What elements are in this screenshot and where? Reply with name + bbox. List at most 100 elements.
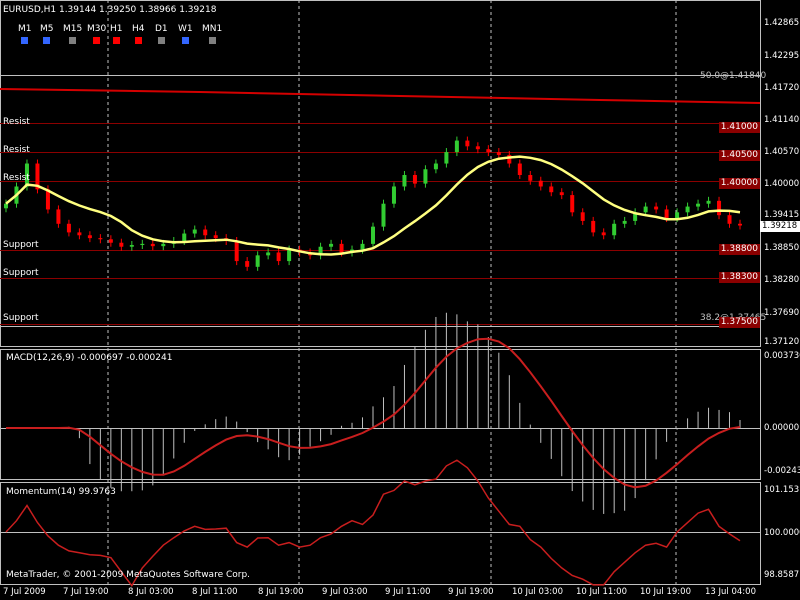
candle-body (276, 252, 281, 262)
candle-body (108, 239, 113, 243)
candle-body (266, 252, 271, 256)
timeframe-label: M1 (18, 24, 32, 34)
moving-average-line (5, 155, 741, 256)
candle-body (87, 235, 92, 239)
timeframe-indicator-icon (134, 37, 142, 44)
candle-body (675, 212, 680, 219)
support-resistance-lines (0, 75, 760, 327)
candle-body (4, 203, 8, 209)
timeframe-label: M15 (63, 24, 83, 34)
candle-body (402, 175, 407, 187)
candle-body (129, 245, 134, 247)
candle-body (465, 140, 470, 147)
timeframe-w1[interactable]: W1 (178, 24, 193, 44)
candle-body (182, 233, 187, 241)
candle-body (538, 180, 543, 187)
macd-signal-line (6, 337, 741, 489)
candle-body (633, 212, 638, 221)
timeframe-indicator-icon (112, 37, 120, 44)
moving-averages (0, 88, 761, 256)
candle-body (717, 200, 722, 216)
candle-body (612, 223, 617, 236)
candle-body (192, 229, 197, 234)
candle-body (580, 212, 585, 221)
candle-body (161, 243, 166, 247)
candle-body (45, 189, 50, 210)
candle-body (119, 242, 124, 247)
candle-body (35, 163, 40, 190)
timeframe-m5[interactable]: M5 (40, 24, 54, 44)
candle-body (517, 163, 522, 176)
timeframe-indicator-icon (157, 37, 165, 44)
candle-body (381, 203, 386, 227)
candle-body (24, 163, 29, 187)
momentum-series-line (5, 459, 741, 588)
candle-body (66, 223, 71, 233)
candle-body (245, 261, 250, 267)
chart-frames (0, 0, 761, 585)
candle-body (664, 209, 669, 219)
candle-body (77, 232, 82, 236)
candle-body (559, 192, 564, 196)
long-moving-average-line (0, 88, 761, 104)
panel-frame (0, 349, 761, 480)
timeframe-indicator-icon (69, 37, 77, 44)
timeframe-label: H1 (110, 24, 123, 34)
candle-body (339, 243, 344, 253)
candle-body (696, 203, 701, 207)
timeframe-mn1[interactable]: MN1 (202, 24, 223, 44)
candle-body (601, 232, 606, 236)
panel-frame (0, 0, 761, 347)
candle-body (255, 255, 260, 267)
timeframe-indicator-icon (93, 37, 101, 44)
candle-body (685, 206, 690, 213)
timeframe-h1[interactable]: H1 (110, 24, 123, 44)
timeframe-label: W1 (178, 24, 193, 34)
candle-body (140, 243, 145, 246)
candlesticks[interactable] (4, 136, 742, 271)
candle-body (528, 175, 533, 181)
candle-body (360, 243, 365, 250)
timeframe-label: D1 (155, 24, 168, 34)
timeframe-d1[interactable]: D1 (155, 24, 168, 44)
candle-body (213, 235, 218, 239)
candle-body (496, 152, 501, 155)
timeframe-m1[interactable]: M1 (18, 24, 32, 44)
candle-body (454, 140, 459, 153)
candle-body (738, 223, 742, 226)
candle-body (706, 200, 711, 204)
timeframe-m30[interactable]: M30 (87, 24, 107, 44)
candle-body (98, 238, 103, 240)
candle-body (329, 243, 334, 247)
candle-body (475, 146, 480, 150)
timeframe-indicator-icon (181, 37, 189, 44)
candle-body (727, 215, 732, 224)
candle-body (371, 226, 375, 244)
momentum-line (0, 459, 760, 588)
candle-body (643, 206, 648, 213)
panel-frame (0, 482, 761, 585)
candle-body (433, 163, 438, 170)
timeframe-indicator-icon (208, 37, 216, 44)
timeframe-label: M30 (87, 24, 107, 34)
candle-body (412, 175, 417, 184)
macd-histogram (0, 312, 760, 514)
candle-body (591, 220, 596, 233)
candle-body (549, 186, 554, 193)
candle-body (318, 246, 323, 256)
candle-body (654, 206, 659, 210)
candle-body (234, 240, 239, 262)
timeframe-h4[interactable]: H4 (132, 24, 145, 44)
candle-body (150, 243, 155, 247)
timeframe-indicator-icon (43, 37, 51, 44)
candle-body (570, 195, 575, 213)
candle-body (486, 149, 491, 153)
candle-body (622, 220, 627, 224)
candle-body (56, 209, 61, 224)
timeframe-label: MN1 (202, 24, 223, 34)
timeframe-m15[interactable]: M15 (63, 24, 83, 44)
candle-body (287, 249, 292, 262)
timeframe-indicator-icon (21, 37, 29, 44)
candle-body (391, 186, 396, 204)
